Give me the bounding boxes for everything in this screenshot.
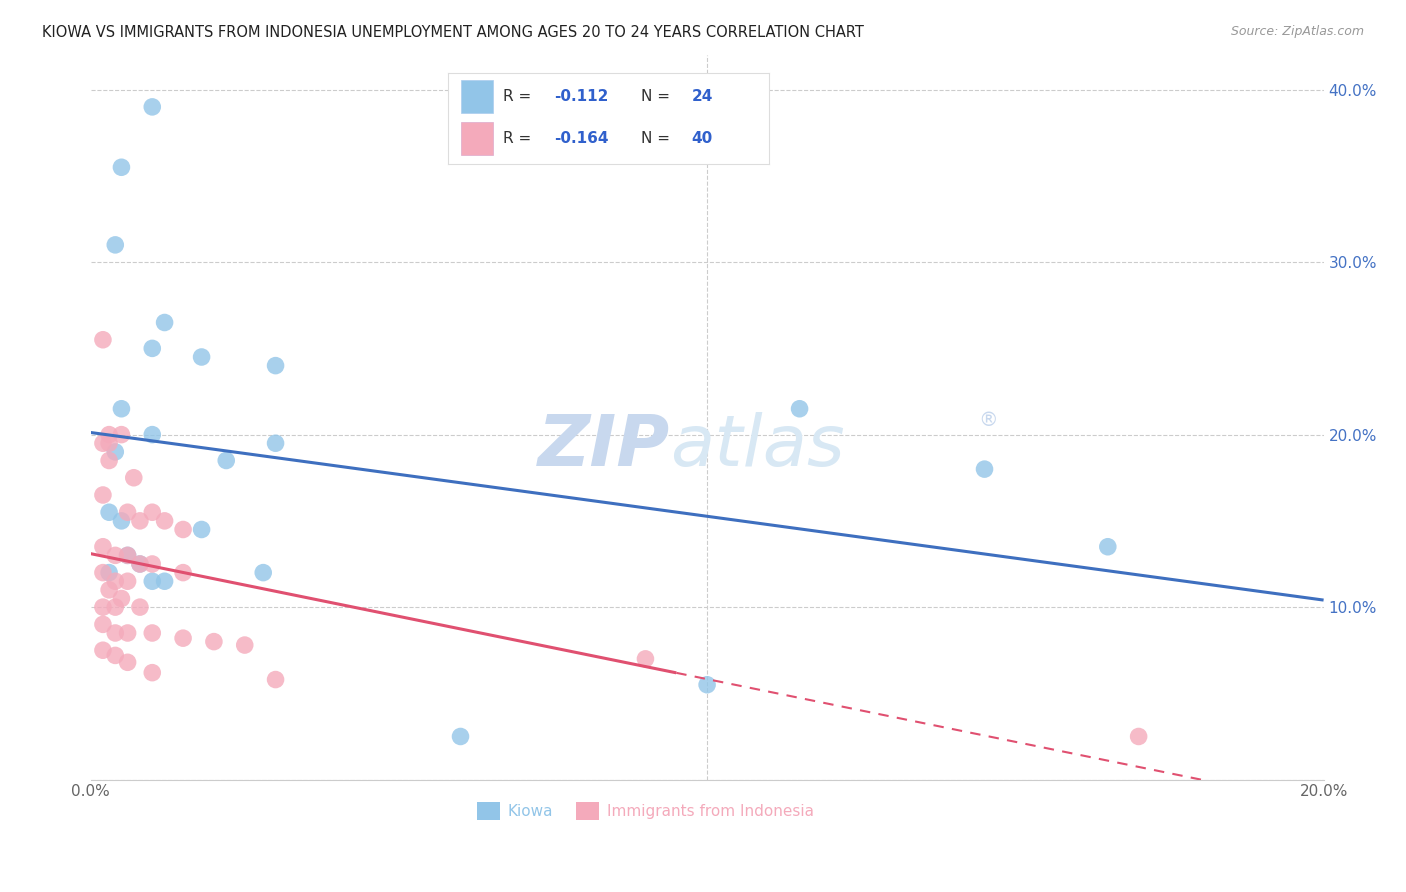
Point (141, 665, 163, 680)
Point (98, 582, 121, 597)
Point (117, 656, 139, 670)
Point (98, 505, 121, 519)
Point (110, 427, 132, 442)
Point (153, 316, 176, 330)
Point (104, 445, 127, 459)
Point (172, 523, 194, 537)
Point (141, 574, 163, 589)
Point (450, 730, 472, 744)
Point (91, 600, 114, 615)
Point (104, 600, 127, 615)
Point (110, 591, 132, 606)
Point (1097, 540, 1119, 554)
Point (110, 401, 132, 416)
Point (190, 350, 212, 364)
Point (1128, 730, 1150, 744)
Point (91, 617, 114, 632)
Point (104, 238, 127, 252)
Point (122, 471, 145, 485)
Point (202, 634, 225, 648)
Point (190, 523, 212, 537)
Point (129, 600, 152, 615)
Text: KIOWA VS IMMIGRANTS FROM INDONESIA UNEMPLOYMENT AMONG AGES 20 TO 24 YEARS CORREL: KIOWA VS IMMIGRANTS FROM INDONESIA UNEMP… (42, 25, 865, 40)
Point (153, 574, 176, 589)
Point (91, 488, 114, 502)
Point (98, 566, 121, 580)
Point (110, 514, 132, 528)
Point (91, 540, 114, 554)
Point (104, 648, 127, 663)
Point (172, 566, 194, 580)
Point (104, 549, 127, 563)
Point (696, 678, 718, 692)
Point (252, 566, 274, 580)
Point (264, 359, 287, 373)
Point (91, 643, 114, 657)
Point (104, 574, 127, 589)
Point (233, 638, 256, 652)
Point (98, 427, 121, 442)
Point (634, 652, 657, 666)
Point (141, 557, 163, 571)
Point (172, 631, 194, 645)
Point (129, 557, 152, 571)
Text: atlas: atlas (671, 412, 845, 481)
Point (215, 453, 238, 467)
Point (141, 505, 163, 519)
Point (91, 566, 114, 580)
Point (98, 436, 121, 450)
Point (789, 401, 811, 416)
Point (141, 342, 163, 356)
Point (98, 453, 121, 467)
Text: Source: ZipAtlas.com: Source: ZipAtlas.com (1230, 25, 1364, 38)
Legend: Kiowa, Immigrants from Indonesia: Kiowa, Immigrants from Indonesia (471, 796, 820, 826)
Point (141, 427, 163, 442)
Point (117, 549, 139, 563)
Point (91, 333, 114, 347)
Point (141, 100, 163, 114)
Point (129, 514, 152, 528)
Point (264, 436, 287, 450)
Point (110, 161, 132, 175)
Point (117, 574, 139, 589)
Text: ZIP: ZIP (538, 412, 671, 481)
Point (91, 436, 114, 450)
Point (129, 557, 152, 571)
Point (117, 549, 139, 563)
Point (104, 626, 127, 640)
Text: ®: ® (979, 411, 998, 431)
Point (264, 673, 287, 687)
Point (117, 626, 139, 640)
Point (141, 626, 163, 640)
Point (117, 505, 139, 519)
Point (973, 462, 995, 476)
Point (153, 514, 176, 528)
